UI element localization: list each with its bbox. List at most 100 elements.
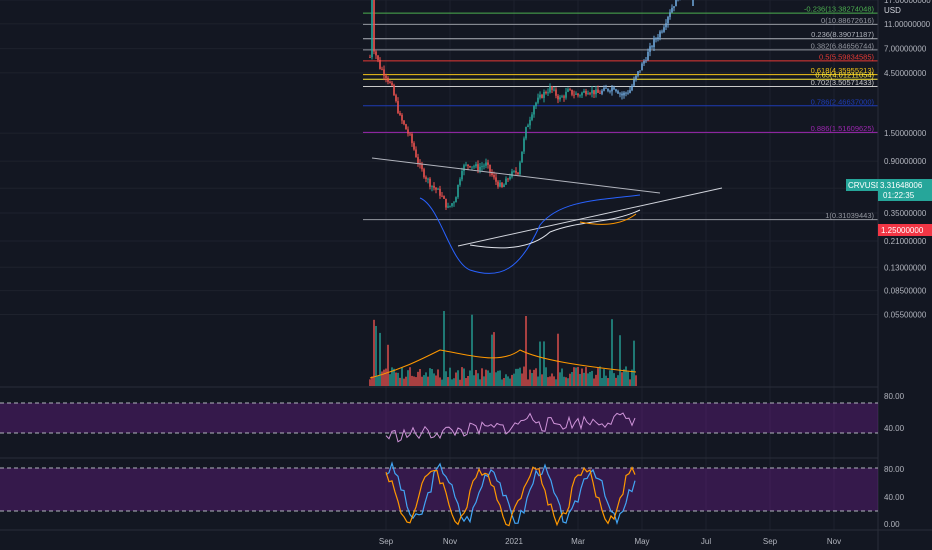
volume-bar	[549, 376, 551, 386]
candle-body	[449, 205, 451, 207]
volume-bar	[577, 367, 579, 386]
candle-body	[475, 164, 477, 167]
ascending-trendline[interactable]	[457, 187, 723, 247]
candle-body	[437, 188, 439, 190]
volume-bar	[455, 372, 457, 386]
volume-bar	[579, 373, 581, 386]
candle-body	[577, 93, 579, 96]
candle-body	[605, 87, 607, 89]
volume-bar	[369, 379, 371, 386]
candle-body	[455, 197, 457, 203]
volume-bar	[629, 379, 631, 386]
candle-body	[435, 187, 437, 190]
stoch-rsi-pane	[0, 461, 878, 527]
candle-body	[647, 51, 649, 61]
candle-body	[627, 92, 629, 94]
candle-body	[517, 172, 519, 174]
candle-body	[405, 124, 407, 130]
candle-body	[661, 31, 663, 33]
volume-bar	[555, 379, 557, 386]
volume-bar	[461, 367, 463, 386]
candle-body	[499, 182, 501, 187]
stoch-band	[0, 468, 878, 511]
volume-bar	[389, 374, 391, 386]
volume-bar	[511, 374, 513, 386]
candle-body	[457, 184, 459, 198]
time-tick-label: 2021	[505, 537, 523, 546]
candle-body	[427, 178, 429, 180]
fib-extension-levels: -4.618(59.72822613)-2.618(38.57556265)-1…	[363, 5, 878, 221]
candle-body	[465, 164, 467, 166]
candle-body	[529, 119, 531, 126]
volume-bar	[375, 325, 377, 386]
price-tick-label: 0.13000000	[884, 263, 927, 272]
volume-bar	[405, 376, 407, 386]
alert-tag-bg	[878, 224, 932, 236]
descending-trendline[interactable]	[371, 157, 661, 194]
candle-body	[541, 94, 543, 98]
candle-body	[597, 89, 599, 93]
candle-body	[521, 151, 523, 163]
candle-body	[491, 172, 493, 175]
candle-body	[547, 92, 549, 94]
candle-body	[377, 55, 379, 60]
candle-body	[379, 59, 381, 69]
stoch-d-line	[385, 466, 636, 527]
candle-body	[375, 51, 377, 56]
candle-body	[485, 162, 487, 166]
candle-body	[613, 87, 615, 90]
rsi-line	[385, 412, 636, 443]
volume-bar	[603, 369, 605, 386]
time-tick-label: Mar	[571, 537, 585, 546]
candle-body	[621, 93, 623, 96]
candle-body	[617, 91, 619, 94]
candle-body	[589, 93, 591, 95]
candle-body	[497, 181, 499, 187]
volume-bar	[483, 376, 485, 386]
grid	[0, 0, 878, 530]
volume-bar	[421, 376, 423, 386]
candle-body	[445, 198, 447, 208]
candle-body	[583, 90, 585, 93]
time-axis[interactable]: Sep Nov 2021 Mar May Jul Sep Nov	[379, 537, 841, 546]
candle-body	[519, 162, 521, 174]
volume-bar	[459, 379, 461, 386]
volume-bar	[615, 377, 617, 386]
price-series	[369, 0, 723, 274]
candle-body	[561, 96, 563, 98]
volume-bar	[447, 377, 449, 386]
volume-bar	[617, 375, 619, 386]
volume-bar	[523, 366, 525, 386]
volume-bar	[373, 319, 375, 386]
candle-body	[551, 86, 553, 90]
volume-bar	[593, 378, 595, 386]
candle-body	[433, 185, 435, 188]
candle-body	[469, 166, 471, 168]
alert-price-tag[interactable]: 1.25000000	[878, 224, 932, 236]
candle-body	[505, 178, 507, 185]
symbol-tag-bg	[846, 179, 878, 191]
candle-body	[631, 85, 633, 91]
candle-body	[545, 91, 547, 94]
candle-body	[671, 7, 673, 13]
volume-bar	[497, 370, 499, 386]
moving-average-blue	[419, 194, 641, 274]
volume-bar	[517, 368, 519, 386]
volume-bar	[419, 369, 421, 386]
candle-body	[649, 46, 651, 52]
candle-body	[387, 77, 389, 82]
candle-body	[463, 165, 465, 171]
volume-bar	[429, 368, 431, 386]
candle-body	[525, 127, 527, 139]
volume-bar	[417, 371, 419, 386]
volume-bar	[457, 370, 459, 386]
candle-body	[611, 87, 613, 92]
candle-body	[563, 96, 565, 98]
volume-bar	[435, 375, 437, 386]
candle-body	[493, 174, 495, 178]
price-tick-label: 0.08500000	[884, 287, 927, 296]
candle-body	[515, 170, 517, 173]
volume-bar	[553, 376, 555, 386]
volume-bar	[545, 367, 547, 386]
